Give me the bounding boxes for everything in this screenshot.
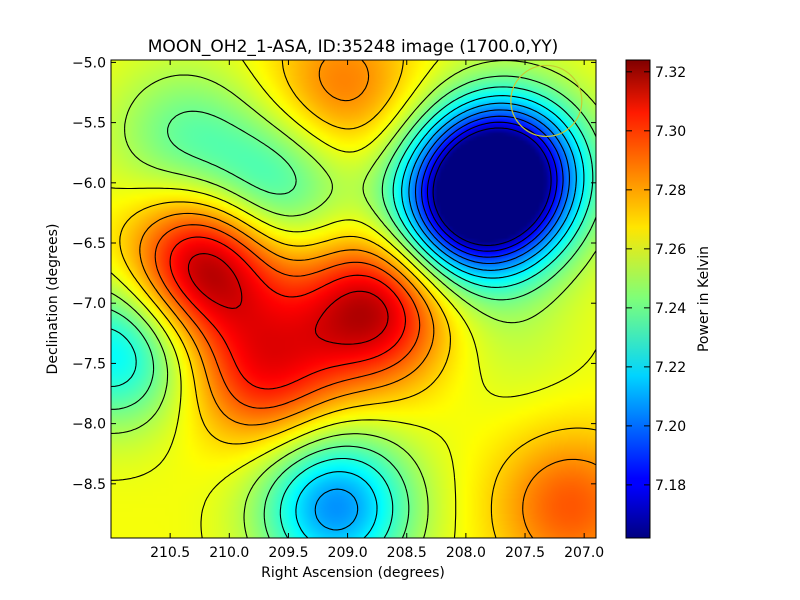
contour-line [139, 60, 596, 538]
x-tick-label: 208.0 [446, 545, 486, 561]
colorbar-tick-label: 7.26 [655, 242, 686, 258]
contour-line [111, 86, 594, 538]
x-tick-label: 209.0 [328, 545, 368, 561]
x-axis-ticks: 210.5 210.0 209.5 209.0 208.5 208.0 207.5 207.0 [150, 60, 604, 561]
colorbar: 7.18 7.20 7.22 7.24 7.26 7.28 7.30 7.32 Power i… [625, 59, 712, 539]
colorbar-ticks: 7.18 7.20 7.22 7.24 7.26 7.28 7.30 7.32 [626, 65, 686, 494]
x-tick-label: 210.5 [150, 545, 190, 561]
y-tick-label: −5.0 [72, 55, 106, 71]
colorbar-tick-label: 7.30 [655, 124, 686, 140]
colorbar-tick-label: 7.22 [655, 360, 686, 376]
contour-line [432, 127, 552, 246]
y-tick-label: −6.0 [72, 176, 106, 192]
contour-line [295, 95, 585, 538]
colorbar-label: Power in Kelvin [696, 246, 712, 352]
x-tick-label: 208.5 [387, 545, 427, 561]
contour-line [154, 224, 421, 409]
y-tick-label: −5.5 [72, 116, 106, 132]
beam-circle [510, 64, 583, 138]
y-axis-label: Declination (degrees) [45, 224, 61, 375]
y-tick-label: −7.5 [72, 356, 106, 372]
x-tick-label: 207.0 [564, 545, 604, 561]
contour-line [169, 236, 407, 390]
contour-line [414, 109, 570, 265]
colorbar-gradient [626, 60, 650, 538]
contour-line [111, 75, 596, 538]
x-tick-label: 209.5 [268, 545, 308, 561]
heatmap-image [111, 60, 596, 538]
x-tick-label: 207.5 [505, 545, 545, 561]
contour-line [111, 60, 596, 538]
contour-line [187, 253, 389, 345]
colorbar-tick-label: 7.28 [655, 183, 686, 199]
contour-line [314, 102, 577, 531]
colorbar-tick-label: 7.32 [655, 65, 686, 81]
y-tick-label: −8.5 [72, 477, 106, 493]
y-axis-ticks: −5.0 −5.5 −6.0 −6.5 −7.0 −7.5 −8.0 −8.5 [72, 55, 596, 493]
colorbar-tick-label: 7.20 [655, 419, 686, 435]
colorbar-frame [625, 59, 651, 539]
y-tick-label: −7.0 [72, 296, 106, 312]
y-tick-label: −6.5 [72, 236, 106, 252]
x-tick-label: 210.0 [209, 545, 249, 561]
x-axis-label: Right Ascension (degrees) [261, 565, 445, 581]
colorbar-tick-label: 7.24 [655, 301, 686, 317]
contour-lines [111, 60, 596, 538]
chart-title: MOON_OH2_1-ASA, ID:35248 image (1700.0,Y… [148, 37, 558, 57]
contour-line [421, 115, 564, 258]
contour-line [111, 60, 596, 538]
contour-line [119, 60, 596, 538]
colorbar-tick-label: 7.18 [655, 478, 686, 494]
plot-area [110, 59, 597, 539]
plot-frame [110, 59, 597, 539]
y-tick-label: −8.0 [72, 417, 106, 433]
